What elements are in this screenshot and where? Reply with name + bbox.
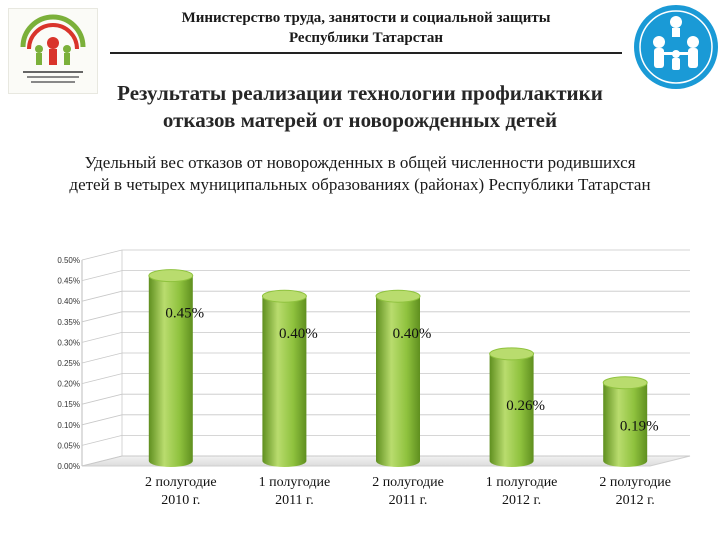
gridline <box>81 290 690 302</box>
bar-top <box>602 376 648 390</box>
y-tick-label: 0.35% <box>57 318 80 327</box>
bar <box>148 275 193 467</box>
bar-top <box>375 289 421 303</box>
y-tick-label: 0.30% <box>57 338 80 347</box>
y-tick-label: 0.50% <box>57 256 80 265</box>
gridline <box>81 332 690 343</box>
ministry-name-line2: Республики Татарстан <box>288 30 444 46</box>
ministry-logo <box>8 8 98 94</box>
ministry-name: Министерство труда, занятости и социальн… <box>108 8 624 48</box>
y-tick-label: 0.10% <box>57 421 80 430</box>
slide-title-line2: отказов матерей от новорожденных детей <box>162 108 558 132</box>
y-tick-label: 0.45% <box>57 277 80 286</box>
bar <box>376 296 420 467</box>
y-tick-label: 0.25% <box>57 359 80 368</box>
y-tick-label: 0.05% <box>57 441 80 450</box>
bar <box>603 382 648 467</box>
bar-top <box>261 289 307 303</box>
y-tick-label: 0.20% <box>57 380 80 389</box>
bar-top <box>148 269 194 283</box>
x-tick-label: 2010 г. <box>161 493 200 508</box>
gridline <box>81 270 690 281</box>
slide-subtitle: Удельный вес отказов от новорожденных в … <box>4 152 716 196</box>
x-tick-label: 2 полугодие <box>145 475 217 490</box>
data-label: 0.40% <box>279 326 318 342</box>
slide-title: Результаты реализации технологии профила… <box>60 80 660 134</box>
data-label: 0.26% <box>506 398 545 414</box>
bar-chart: 0.00% 0.05% 0.10% 0.15% 0.20% 0.25% 0.30% 0.35%… <box>57 249 691 508</box>
x-tick-label: 2011 г. <box>275 493 314 508</box>
x-tick-label: 2012 г. <box>616 493 655 508</box>
header-divider <box>110 52 622 54</box>
slide-subtitle-line1: Удельный вес отказов от новорожденных в … <box>84 153 636 172</box>
gridline <box>81 311 690 323</box>
bar <box>262 296 307 467</box>
bar-top <box>489 347 535 361</box>
gridline <box>81 249 690 261</box>
data-label: 0.19% <box>620 419 659 435</box>
x-tick-label: 2 полугодие <box>372 475 444 490</box>
ministry-name-line1: Министерство труда, занятости и социальн… <box>181 10 551 26</box>
family-foundation-logo <box>632 2 720 92</box>
y-tick-label: 0.00% <box>57 462 80 471</box>
data-label: 0.45% <box>165 306 204 322</box>
bar <box>489 353 534 467</box>
slide-title-line1: Результаты реализации технологии профила… <box>117 81 603 105</box>
slide-subtitle-line2: детей в четырех муниципальных образовани… <box>69 175 651 194</box>
x-tick-label: 2011 г. <box>389 493 428 508</box>
x-tick-label: 1 полугодие <box>486 475 558 490</box>
data-label: 0.40% <box>393 326 432 342</box>
x-tick-label: 2 полугодие <box>599 475 671 490</box>
x-tick-label: 2012 г. <box>502 493 541 508</box>
y-tick-label: 0.15% <box>57 400 80 409</box>
x-tick-label: 1 полугодие <box>259 475 331 490</box>
y-tick-label: 0.40% <box>57 297 80 306</box>
